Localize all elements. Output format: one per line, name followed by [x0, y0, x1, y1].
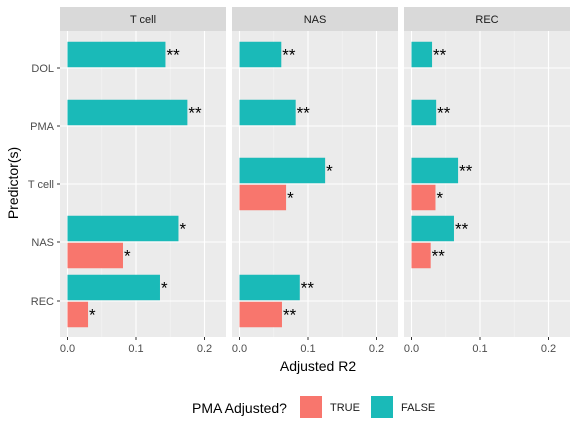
- significance-label: *: [179, 220, 186, 239]
- significance-label: **: [166, 46, 180, 65]
- x-tick-label: 0.2: [369, 343, 384, 355]
- x-tick-label: 0.2: [541, 343, 556, 355]
- bar-false: [411, 41, 433, 68]
- bar-true: [411, 242, 431, 269]
- significance-label: **: [188, 104, 202, 123]
- significance-label: **: [283, 306, 297, 325]
- significance-label: **: [301, 279, 315, 298]
- x-tick-label: 0.1: [472, 343, 487, 355]
- legend: PMA Adjusted? TRUE FALSE: [192, 396, 435, 418]
- x-tick-label: 0.1: [128, 343, 143, 355]
- x-tick-label: 0.2: [197, 343, 212, 355]
- y-tick-label: PMA: [30, 121, 55, 133]
- bar-true: [67, 301, 89, 328]
- significance-label: *: [287, 189, 294, 208]
- bar-false: [239, 41, 282, 68]
- y-axis-title: Predictor(s): [5, 147, 21, 219]
- y-tick-label: T cell: [28, 179, 54, 191]
- significance-label: *: [161, 279, 168, 298]
- significance-label: **: [432, 247, 446, 266]
- facet-strip-label: REC: [475, 14, 498, 26]
- legend-key-true: [300, 396, 322, 418]
- x-tick-label: 0.0: [60, 343, 75, 355]
- x-tick-label: 0.1: [300, 343, 315, 355]
- bar-true: [239, 301, 282, 328]
- x-tick-label: 0.0: [232, 343, 247, 355]
- bar-false: [411, 157, 459, 184]
- significance-label: **: [437, 104, 451, 123]
- y-axis: DOL PMA T cell NAS REC: [28, 63, 60, 308]
- bar-true: [239, 184, 287, 211]
- bar-false: [67, 215, 179, 242]
- significance-label: **: [282, 46, 296, 65]
- bar-true: [411, 184, 436, 211]
- significance-label: **: [433, 46, 447, 65]
- y-tick-label: DOL: [31, 63, 54, 75]
- bar-false: [411, 215, 454, 242]
- significance-label: *: [326, 162, 333, 181]
- legend-label: TRUE: [330, 402, 360, 414]
- x-axis-title: Adjusted R2: [280, 358, 356, 374]
- y-tick-label: REC: [31, 296, 54, 308]
- facet-strip: [60, 7, 226, 31]
- bar-false: [239, 157, 326, 184]
- bar-true: [67, 242, 123, 269]
- bar-false: [239, 274, 300, 301]
- significance-label: **: [459, 162, 473, 181]
- bar-false: [67, 274, 160, 301]
- x-tick-label: 0.0: [404, 343, 419, 355]
- significance-label: **: [297, 104, 311, 123]
- significance-label: **: [455, 220, 469, 239]
- bar-false: [239, 99, 296, 126]
- bar-false: [67, 99, 188, 126]
- facet-strip: [404, 7, 570, 31]
- legend-title: PMA Adjusted?: [192, 400, 287, 416]
- legend-key-false: [371, 396, 393, 418]
- bar-false: [67, 41, 166, 68]
- y-tick-label: NAS: [31, 237, 54, 249]
- facet-strip-label: T cell: [130, 14, 156, 26]
- legend-label: FALSE: [401, 402, 435, 414]
- facet-strip: [232, 7, 398, 31]
- facet-strip-label: NAS: [304, 14, 327, 26]
- significance-label: *: [124, 247, 131, 266]
- bar-false: [411, 99, 437, 126]
- significance-label: *: [89, 306, 96, 325]
- significance-label: *: [436, 189, 443, 208]
